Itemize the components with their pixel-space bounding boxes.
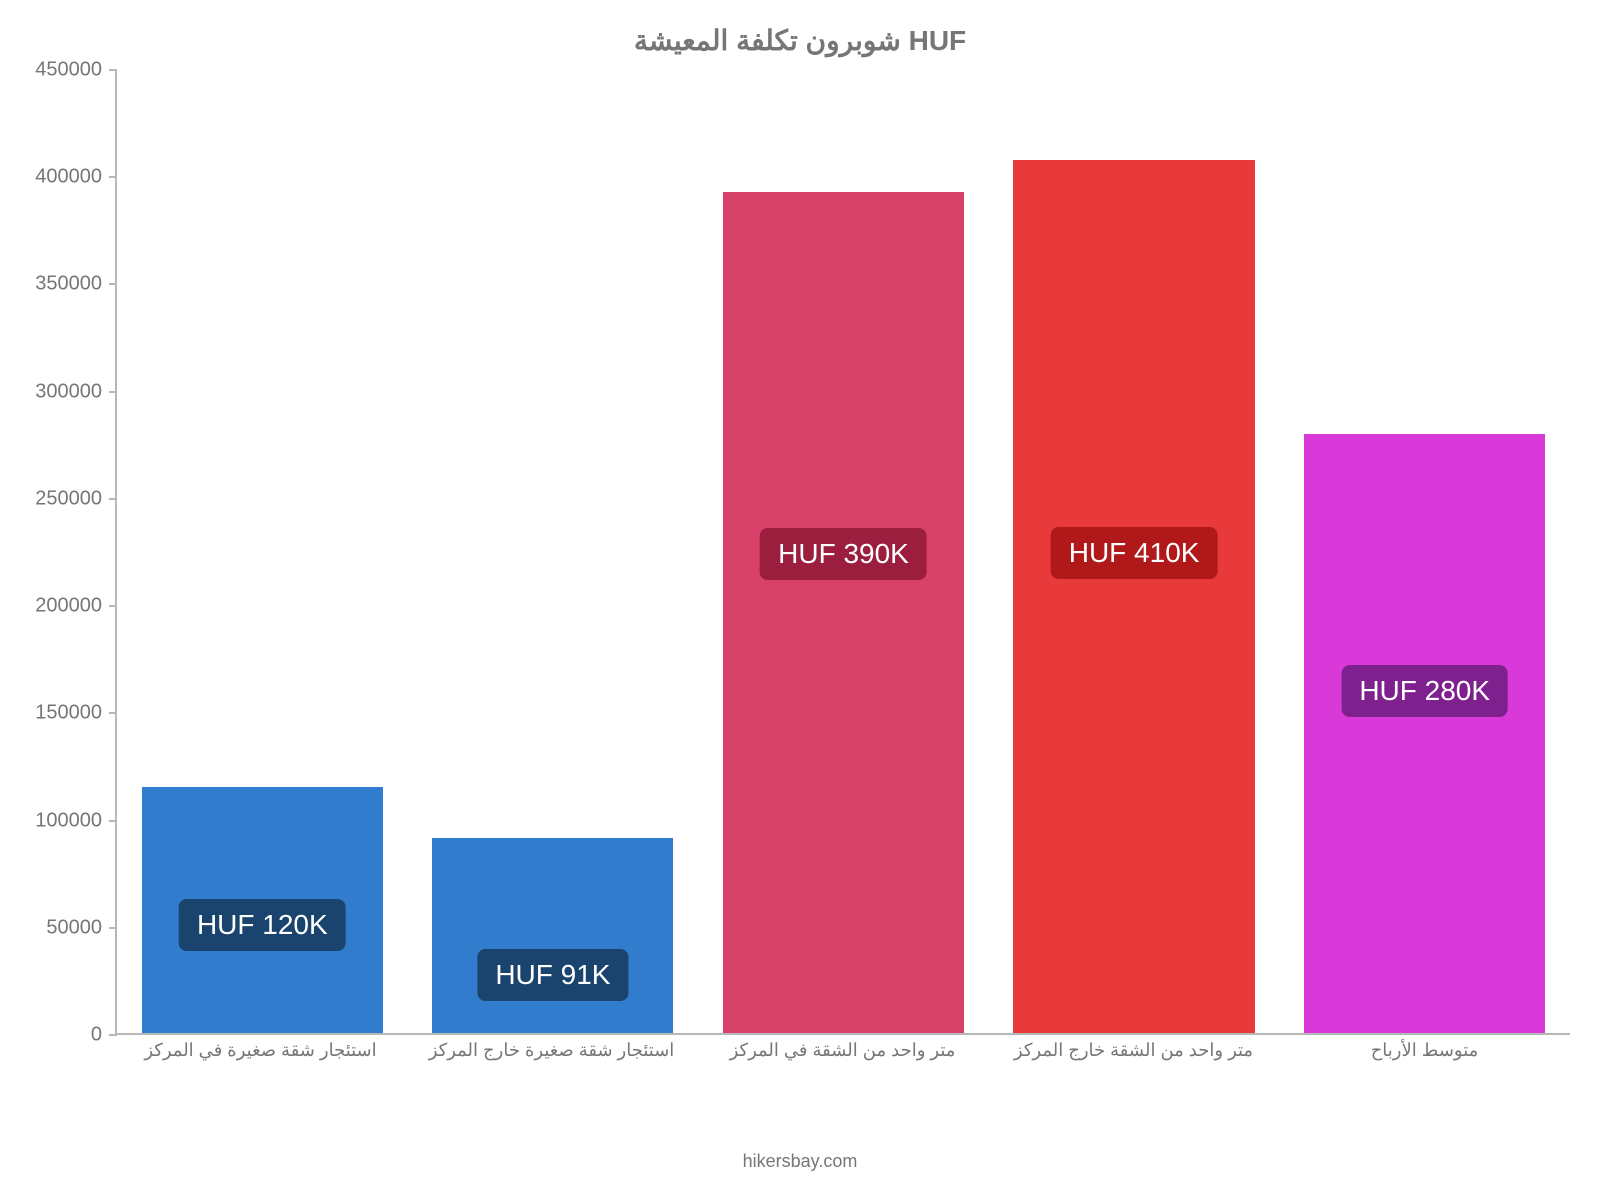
bar-value-label: HUF 410K (1051, 527, 1218, 579)
ytick-mark (109, 498, 117, 500)
bar: HUF 390K (723, 192, 964, 1033)
bar: HUF 120K (142, 787, 383, 1033)
bar-value-label: HUF 390K (760, 528, 927, 580)
xtick-label: استئجار شقة صغيرة خارج المركز (406, 1040, 697, 1061)
bar: HUF 91K (432, 838, 673, 1033)
ytick-mark (109, 820, 117, 822)
bars-container: HUF 120K HUF 91K HUF 390K HUF 410K HUF 280K (117, 70, 1570, 1033)
x-axis-labels: استئجار شقة صغيرة في المركزاستئجار شقة ص… (115, 1040, 1570, 1061)
bar-slot: HUF 280K (1279, 70, 1570, 1033)
ytick-mark (109, 69, 117, 71)
ytick-label: 300000 (35, 380, 102, 403)
bar-slot: HUF 91K (408, 70, 699, 1033)
bar-value-label: HUF 91K (477, 949, 628, 1001)
ytick-label: 450000 (35, 59, 102, 82)
ytick-mark (109, 283, 117, 285)
bar-slot: HUF 120K (117, 70, 408, 1033)
y-axis-labels: 0500001000001500002000002500003000003500… (0, 70, 110, 1035)
ytick-label: 50000 (46, 916, 102, 939)
bar-value-label: HUF 280K (1341, 665, 1508, 717)
xtick-label: متر واحد من الشقة خارج المركز (988, 1040, 1279, 1061)
ytick-label: 200000 (35, 595, 102, 618)
ytick-mark (109, 927, 117, 929)
ytick-mark (109, 712, 117, 714)
xtick-label: استئجار شقة صغيرة في المركز (115, 1040, 406, 1061)
ytick-mark (109, 1034, 117, 1036)
bar: HUF 410K (1013, 160, 1254, 1033)
bar-slot: HUF 410K (989, 70, 1280, 1033)
plot-area: HUF 120K HUF 91K HUF 390K HUF 410K HUF 280K (115, 70, 1570, 1035)
xtick-label: متر واحد من الشقة في المركز (697, 1040, 988, 1061)
ytick-label: 350000 (35, 273, 102, 296)
ytick-mark (109, 391, 117, 393)
attribution: hikersbay.com (0, 1151, 1600, 1172)
ytick-label: 0 (91, 1024, 102, 1047)
ytick-label: 400000 (35, 166, 102, 189)
ytick-mark (109, 605, 117, 607)
xtick-label: متوسط الأرباح (1279, 1040, 1570, 1061)
ytick-mark (109, 176, 117, 178)
chart-title: شوبرون تكلفة المعيشة HUF (0, 24, 1600, 57)
bar-slot: HUF 390K (698, 70, 989, 1033)
bar-value-label: HUF 120K (179, 899, 346, 951)
cost-of-living-bar-chart: شوبرون تكلفة المعيشة HUF 0 50000 100000 150… (0, 0, 1600, 1200)
ytick-label: 250000 (35, 487, 102, 510)
ytick-label: 150000 (35, 702, 102, 725)
bar: HUF 280K (1304, 434, 1545, 1033)
ytick-label: 100000 (35, 809, 102, 832)
